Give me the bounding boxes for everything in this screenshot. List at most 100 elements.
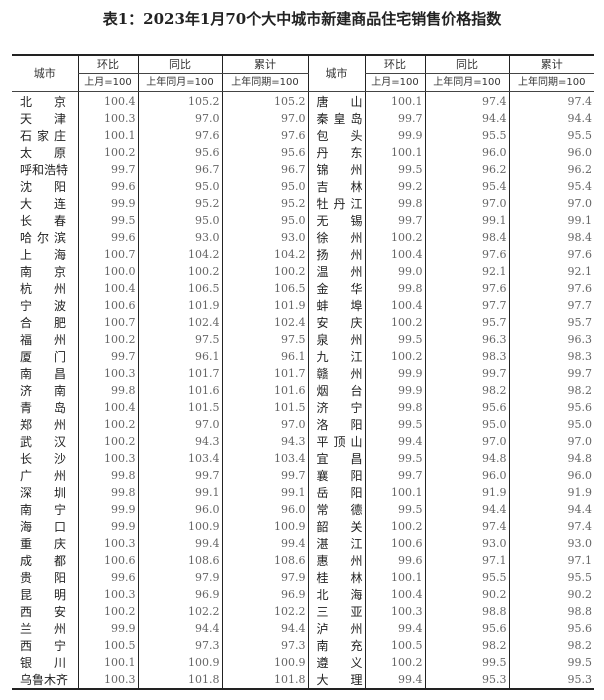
city-label: 呼和浩特 <box>20 162 69 177</box>
mom-value: 99.8 <box>77 467 138 484</box>
cum-value: 97.3 <box>221 637 308 654</box>
yoy-value: 97.6 <box>424 246 509 263</box>
cum-base-header: 上年同期=100 <box>221 73 308 92</box>
city-header: 城市 <box>12 55 78 92</box>
yoy-value: 95.7 <box>424 314 509 331</box>
mom-value: 99.6 <box>364 552 425 569</box>
mom-value: 100.2 <box>364 229 425 246</box>
mom-value: 100.1 <box>364 569 425 586</box>
city-name: 泉 州 <box>307 331 365 348</box>
city-label: 韶 关 <box>316 519 363 534</box>
mom-value: 99.4 <box>364 433 425 450</box>
cum-value: 97.7 <box>508 297 594 314</box>
table-row: 北 京 100.4 105.2 105.2 唐 山 100.1 97.4 97.4 <box>12 91 594 110</box>
cum-value: 99.7 <box>508 365 594 382</box>
mom-value: 100.2 <box>77 144 138 161</box>
mom-value: 99.4 <box>364 620 425 637</box>
city-name: 泸 州 <box>307 620 365 637</box>
mom-value: 99.8 <box>364 195 425 212</box>
cum-value: 96.2 <box>508 161 594 178</box>
yoy-value: 106.5 <box>137 280 222 297</box>
mom-value: 100.1 <box>364 91 425 110</box>
yoy-header: 同比 <box>424 55 509 74</box>
city-label: 泸 州 <box>316 621 363 636</box>
city-label: 大 理 <box>316 672 363 687</box>
yoy-value: 98.4 <box>424 229 509 246</box>
city-name: 宜 昌 <box>307 450 365 467</box>
city-name: 温 州 <box>307 263 365 280</box>
table-row: 西 安 100.2 102.2 102.2 三 亚 100.3 98.8 98.8 <box>12 603 594 620</box>
yoy-value: 105.2 <box>137 91 222 110</box>
city-label: 南 充 <box>316 638 363 653</box>
city-name: 烟 台 <box>307 382 365 399</box>
cum-value: 95.6 <box>221 144 308 161</box>
cum-value: 94.3 <box>221 433 308 450</box>
city-label: 福 州 <box>20 332 66 347</box>
table-row: 合 肥 100.7 102.4 102.4 安 庆 100.2 95.7 95.7 <box>12 314 594 331</box>
city-label: 唐 山 <box>316 94 363 109</box>
cum-value: 100.9 <box>221 518 308 535</box>
city-header: 城市 <box>307 55 365 92</box>
mom-value: 100.3 <box>77 671 138 689</box>
city-label: 西 宁 <box>20 638 66 653</box>
yoy-value: 97.0 <box>137 110 222 127</box>
city-label: 徐 州 <box>316 230 363 245</box>
yoy-value: 97.6 <box>424 280 509 297</box>
cum-value: 97.4 <box>508 518 594 535</box>
mom-value: 99.5 <box>364 450 425 467</box>
city-label: 太 原 <box>20 145 66 160</box>
yoy-value: 99.1 <box>137 484 222 501</box>
mom-value: 99.0 <box>364 263 425 280</box>
yoy-value: 97.7 <box>424 297 509 314</box>
mom-value: 99.8 <box>364 399 425 416</box>
yoy-value: 104.2 <box>137 246 222 263</box>
cum-value: 97.1 <box>508 552 594 569</box>
mom-value: 99.9 <box>77 195 138 212</box>
yoy-value: 102.4 <box>137 314 222 331</box>
mom-value: 100.0 <box>77 263 138 280</box>
city-name: 牡丹江 <box>307 195 365 212</box>
yoy-value: 95.6 <box>424 620 509 637</box>
yoy-value: 97.4 <box>424 91 509 110</box>
city-label: 兰 州 <box>20 621 66 636</box>
cum-value: 99.7 <box>221 467 308 484</box>
yoy-value: 103.4 <box>137 450 222 467</box>
city-label: 广 州 <box>20 468 66 483</box>
city-label: 温 州 <box>316 264 363 279</box>
yoy-value: 94.8 <box>424 450 509 467</box>
table-row: 天 津 100.3 97.0 97.0 秦皇岛 99.7 94.4 94.4 <box>12 110 594 127</box>
table-row: 福 州 100.2 97.5 97.5 泉 州 99.5 96.3 96.3 <box>12 331 594 348</box>
yoy-value: 92.1 <box>424 263 509 280</box>
city-name: 洛 阳 <box>307 416 365 433</box>
yoy-value: 96.1 <box>137 348 222 365</box>
cum-value: 104.2 <box>221 246 308 263</box>
yoy-value: 102.2 <box>137 603 222 620</box>
mom-value: 99.5 <box>364 331 425 348</box>
city-name: 遵 义 <box>307 654 365 671</box>
city-name: 海 口 <box>12 518 78 535</box>
cum-value: 97.6 <box>221 127 308 144</box>
city-label: 包 头 <box>316 128 363 143</box>
city-name: 长 春 <box>12 212 78 229</box>
mom-value: 99.6 <box>77 229 138 246</box>
yoy-value: 101.8 <box>137 671 222 689</box>
table-row: 青 岛 100.4 101.5 101.5 济 宁 99.8 95.6 95.6 <box>12 399 594 416</box>
mom-value: 100.6 <box>364 535 425 552</box>
cum-value: 95.6 <box>508 399 594 416</box>
table-row: 上 海 100.7 104.2 104.2 扬 州 100.4 97.6 97.6 <box>12 246 594 263</box>
mom-value: 99.8 <box>364 280 425 297</box>
cum-value: 95.0 <box>221 178 308 195</box>
city-name: 桂 林 <box>307 569 365 586</box>
table-row: 郑 州 100.2 97.0 97.0 洛 阳 99.5 95.0 95.0 <box>12 416 594 433</box>
mom-value: 99.6 <box>77 569 138 586</box>
city-name: 银 川 <box>12 654 78 671</box>
table-row: 大 连 99.9 95.2 95.2 牡丹江 99.8 97.0 97.0 <box>12 195 594 212</box>
city-label: 锦 州 <box>316 162 363 177</box>
cum-value: 90.2 <box>508 586 594 603</box>
city-label: 昆 明 <box>20 587 66 602</box>
city-name: 惠 州 <box>307 552 365 569</box>
city-label: 襄 阳 <box>316 468 363 483</box>
mom-value: 99.9 <box>364 127 425 144</box>
yoy-value: 96.9 <box>137 586 222 603</box>
city-name: 吉 林 <box>307 178 365 195</box>
